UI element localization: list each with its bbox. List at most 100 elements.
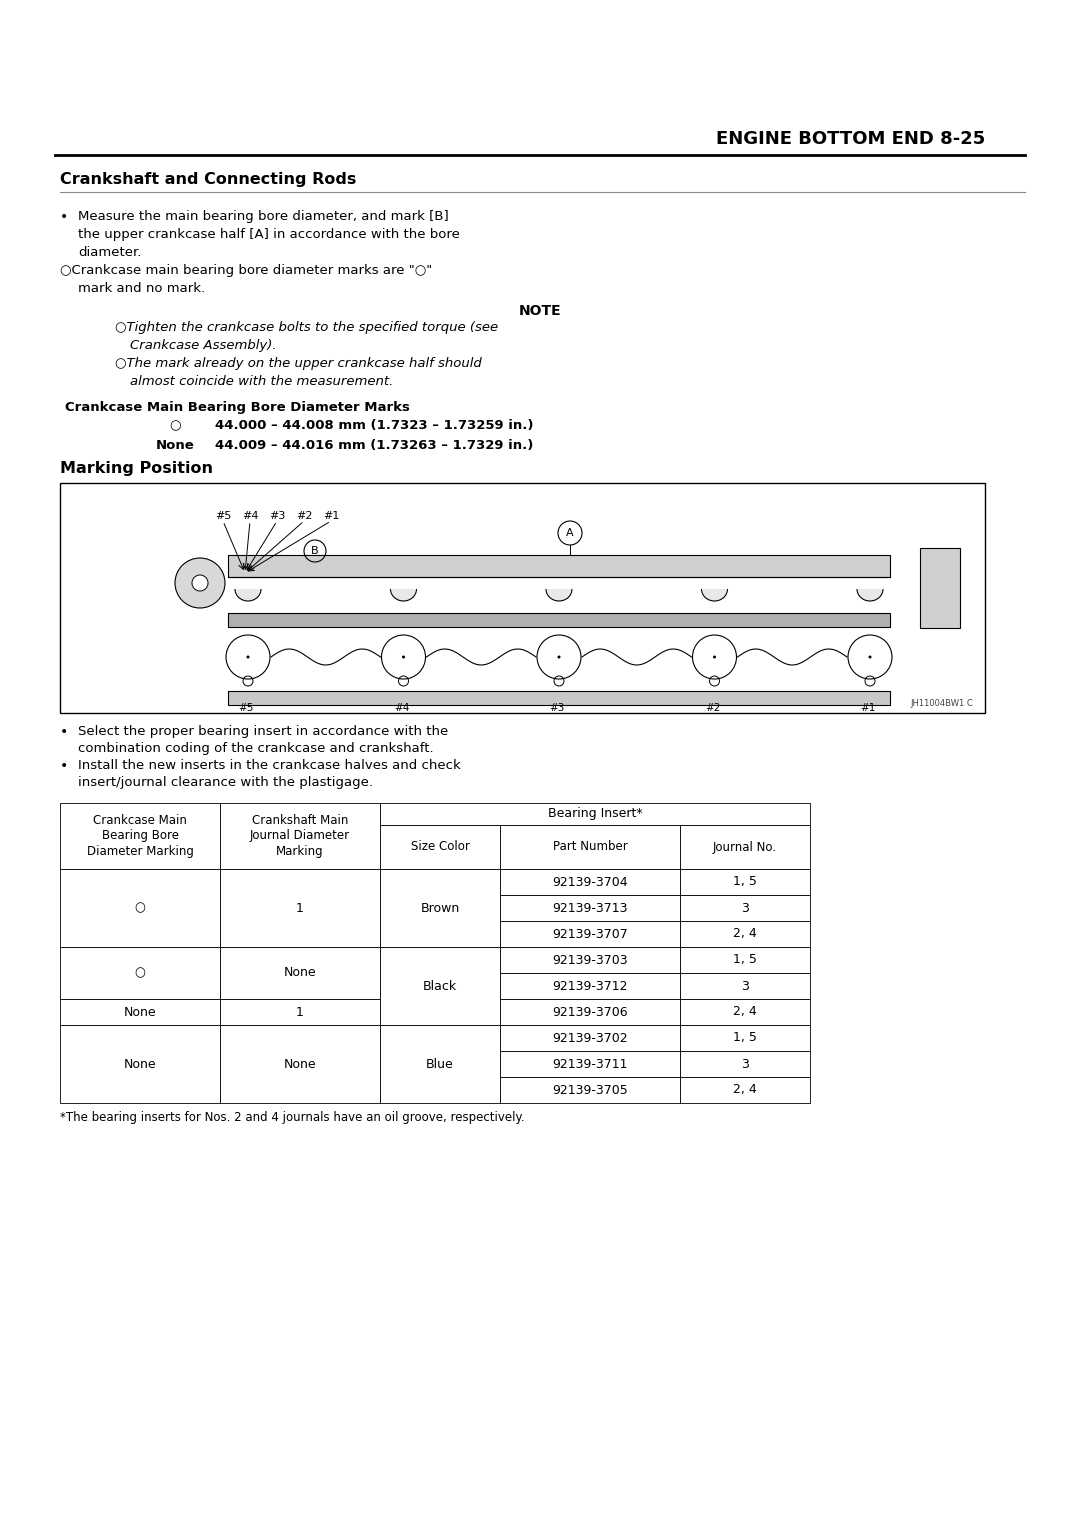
Text: 92139-3711: 92139-3711 xyxy=(552,1057,627,1071)
Bar xyxy=(500,895,680,921)
Bar xyxy=(680,1051,810,1077)
Text: #2: #2 xyxy=(705,703,720,714)
Circle shape xyxy=(713,656,716,659)
Circle shape xyxy=(537,636,581,678)
Text: 92139-3702: 92139-3702 xyxy=(552,1031,627,1045)
Text: mark and no mark.: mark and no mark. xyxy=(78,283,205,295)
Bar xyxy=(60,947,220,999)
Text: *The bearing inserts for Nos. 2 and 4 journals have an oil groove, respectively.: *The bearing inserts for Nos. 2 and 4 jo… xyxy=(60,1111,525,1125)
Text: ○: ○ xyxy=(135,967,146,979)
Text: 2, 4: 2, 4 xyxy=(733,1005,757,1019)
Bar xyxy=(220,804,380,869)
Bar xyxy=(500,1025,680,1051)
Text: Crankcase Main
Bearing Bore
Diameter Marking: Crankcase Main Bearing Bore Diameter Mar… xyxy=(86,814,193,857)
Text: •: • xyxy=(60,724,68,740)
Text: None: None xyxy=(124,1057,157,1071)
Wedge shape xyxy=(858,588,882,601)
Text: Crankcase Main Bearing Bore Diameter Marks: Crankcase Main Bearing Bore Diameter Mar… xyxy=(65,400,410,414)
Bar xyxy=(680,999,810,1025)
Circle shape xyxy=(557,656,561,659)
Text: combination coding of the crankcase and crankshaft.: combination coding of the crankcase and … xyxy=(78,743,434,755)
Text: 92139-3705: 92139-3705 xyxy=(552,1083,627,1097)
Bar xyxy=(680,1025,810,1051)
Text: Brown: Brown xyxy=(420,902,460,914)
Circle shape xyxy=(402,656,405,659)
Bar xyxy=(60,804,220,869)
Text: #1: #1 xyxy=(323,510,339,521)
Text: 3: 3 xyxy=(741,1057,748,1071)
Text: 2, 4: 2, 4 xyxy=(733,927,757,941)
Bar xyxy=(500,1077,680,1103)
Bar xyxy=(380,825,500,869)
Bar xyxy=(220,947,380,999)
Bar xyxy=(60,1025,220,1103)
Text: 3: 3 xyxy=(741,902,748,914)
Wedge shape xyxy=(702,588,727,601)
Bar xyxy=(680,973,810,999)
Text: #5: #5 xyxy=(239,703,254,714)
Text: insert/journal clearance with the plastigage.: insert/journal clearance with the plasti… xyxy=(78,776,373,788)
Bar xyxy=(500,999,680,1025)
Circle shape xyxy=(868,656,872,659)
Bar xyxy=(500,869,680,895)
Text: #5: #5 xyxy=(215,510,231,521)
Bar xyxy=(380,804,810,825)
Text: Size Color: Size Color xyxy=(410,840,470,854)
Wedge shape xyxy=(391,588,416,601)
Text: Measure the main bearing bore diameter, and mark [B]: Measure the main bearing bore diameter, … xyxy=(78,209,449,223)
Text: Bearing Insert*: Bearing Insert* xyxy=(548,807,643,821)
Text: Marking Position: Marking Position xyxy=(60,461,213,477)
Bar xyxy=(228,555,890,578)
Text: ○Tighten the crankcase bolts to the specified torque (see: ○Tighten the crankcase bolts to the spec… xyxy=(114,321,498,335)
Text: JH11004BW1 C: JH11004BW1 C xyxy=(910,698,973,707)
Circle shape xyxy=(381,636,426,678)
Text: 2, 4: 2, 4 xyxy=(733,1083,757,1097)
Text: #3: #3 xyxy=(269,510,285,521)
Text: almost coincide with the measurement.: almost coincide with the measurement. xyxy=(130,374,393,388)
Text: Install the new inserts in the crankcase halves and check: Install the new inserts in the crankcase… xyxy=(78,759,461,772)
Bar xyxy=(680,869,810,895)
Bar xyxy=(60,483,985,714)
Text: ENGINE BOTTOM END 8-25: ENGINE BOTTOM END 8-25 xyxy=(716,130,985,148)
Text: #4: #4 xyxy=(394,703,409,714)
Circle shape xyxy=(692,636,737,678)
Text: •: • xyxy=(60,759,68,773)
Text: ○The mark already on the upper crankcase half should: ○The mark already on the upper crankcase… xyxy=(114,358,482,370)
Text: Select the proper bearing insert in accordance with the: Select the proper bearing insert in acco… xyxy=(78,724,448,738)
Text: 92139-3712: 92139-3712 xyxy=(552,979,627,993)
Text: Part Number: Part Number xyxy=(553,840,627,854)
Text: •: • xyxy=(60,209,68,225)
Circle shape xyxy=(246,656,249,659)
Text: A: A xyxy=(566,529,573,538)
Text: Crankshaft and Connecting Rods: Crankshaft and Connecting Rods xyxy=(60,173,356,186)
Bar xyxy=(500,1051,680,1077)
Bar xyxy=(680,825,810,869)
Text: 92139-3706: 92139-3706 xyxy=(552,1005,627,1019)
Text: ○Crankcase main bearing bore diameter marks are "○": ○Crankcase main bearing bore diameter ma… xyxy=(60,264,432,277)
Circle shape xyxy=(226,636,270,678)
Text: 1: 1 xyxy=(296,902,303,914)
Bar xyxy=(60,999,220,1025)
Wedge shape xyxy=(237,588,260,601)
Text: 1, 5: 1, 5 xyxy=(733,1031,757,1045)
Text: 1: 1 xyxy=(296,1005,303,1019)
Text: None: None xyxy=(156,439,194,452)
Text: None: None xyxy=(124,1005,157,1019)
Bar xyxy=(220,869,380,947)
Text: 92139-3703: 92139-3703 xyxy=(552,953,627,967)
Text: 44.009 – 44.016 mm (1.73263 – 1.7329 in.): 44.009 – 44.016 mm (1.73263 – 1.7329 in.… xyxy=(215,439,534,452)
Bar xyxy=(500,947,680,973)
Text: 1, 5: 1, 5 xyxy=(733,876,757,888)
Bar xyxy=(500,825,680,869)
Bar xyxy=(500,973,680,999)
Bar xyxy=(680,921,810,947)
Text: None: None xyxy=(284,967,316,979)
Text: NOTE: NOTE xyxy=(518,304,562,318)
Text: #1: #1 xyxy=(861,703,876,714)
Text: diameter.: diameter. xyxy=(78,246,141,260)
Circle shape xyxy=(848,636,892,678)
Bar xyxy=(380,869,500,947)
Wedge shape xyxy=(546,588,571,601)
Text: #3: #3 xyxy=(550,703,565,714)
Bar xyxy=(220,1025,380,1103)
